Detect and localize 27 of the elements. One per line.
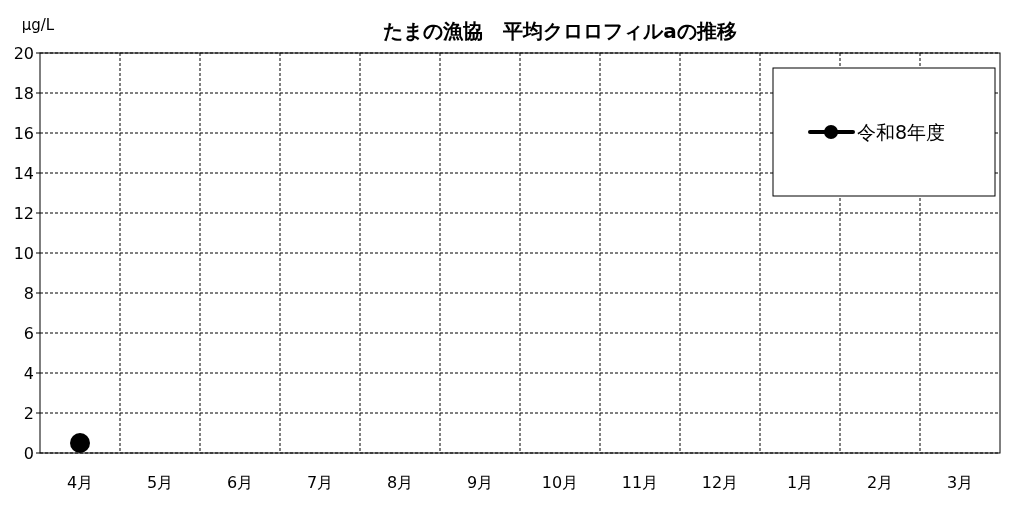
y-tick-label: 4: [23, 364, 34, 383]
x-tick-label: 10月: [541, 473, 579, 492]
x-tick-label: 5月: [146, 473, 174, 492]
x-tick-label: 9月: [466, 473, 494, 492]
y-tick-label: 12: [13, 204, 34, 223]
x-tick-label: 8月: [386, 473, 414, 492]
x-tick-label: 4月: [66, 473, 94, 492]
y-tick-label: 0: [23, 444, 34, 463]
x-tick-label: 11月: [621, 473, 659, 492]
x-tick-label: 6月: [226, 473, 254, 492]
y-tick-label: 16: [13, 124, 34, 143]
y-tick-label: 8: [23, 284, 34, 303]
y-tick-label: 10: [13, 244, 34, 263]
x-tick-label: 12月: [701, 473, 739, 492]
x-tick-label: 1月: [786, 473, 814, 492]
y-tick-label: 14: [13, 164, 34, 183]
legend-label: 令和8年度: [857, 121, 946, 143]
x-tick-label: 3月: [946, 473, 974, 492]
legend: 令和8年度: [772, 67, 996, 197]
y-tick-label: 18: [13, 84, 34, 103]
y-tick-label: 2: [23, 404, 34, 423]
y-tick-label: 6: [23, 324, 34, 343]
y-axis-title: μg/L: [21, 16, 55, 34]
chart-title: たまの漁協 平均クロロフィルaの推移: [383, 19, 737, 43]
y-tick-label: 20: [13, 44, 34, 63]
x-tick-label: 7月: [306, 473, 334, 492]
x-tick-label: 2月: [866, 473, 894, 492]
